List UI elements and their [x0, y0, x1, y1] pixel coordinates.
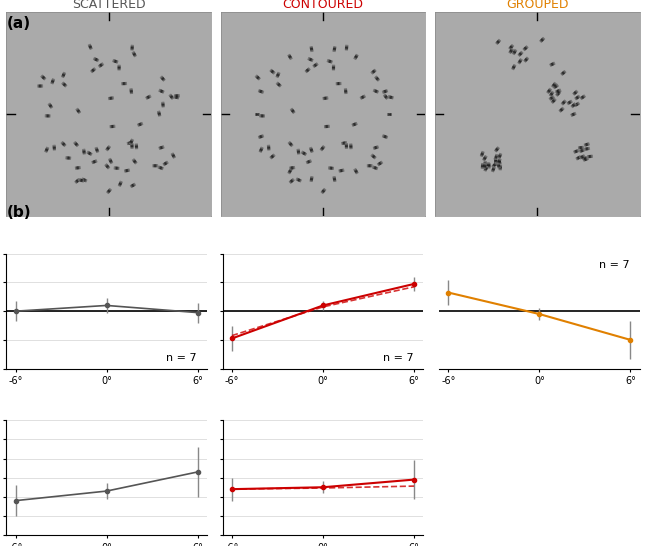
Text: (b): (b) [6, 205, 31, 219]
Text: (a): (a) [6, 16, 30, 31]
Text: n = 7: n = 7 [382, 353, 413, 363]
Title: CONTOURED: CONTOURED [282, 0, 364, 11]
Text: n = 7: n = 7 [166, 353, 197, 363]
Title: GROUPED: GROUPED [506, 0, 568, 11]
Title: SCATTERED: SCATTERED [72, 0, 145, 11]
Text: n = 7: n = 7 [599, 259, 629, 270]
